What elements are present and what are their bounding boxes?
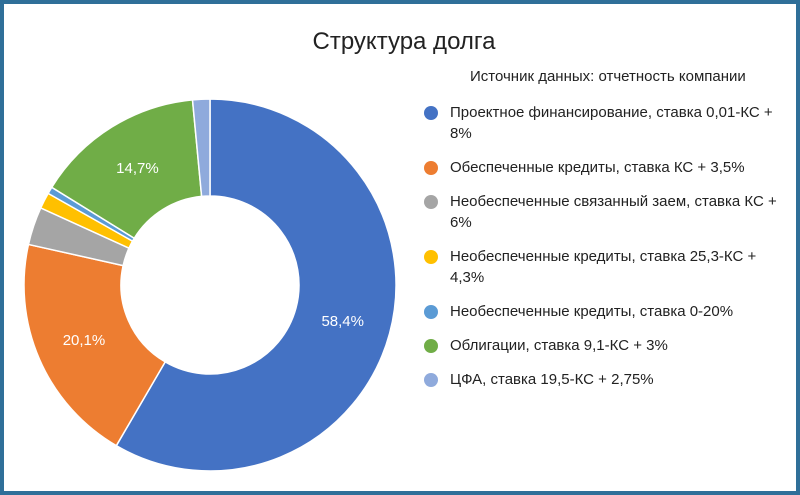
legend-marker-icon xyxy=(424,106,438,120)
legend-label: Необеспеченные кредиты, ставка 0-20% xyxy=(450,303,734,320)
legend-item-5: Необеспеченные кредиты, ставка 0-20% xyxy=(424,301,786,322)
legend-label: Обеспеченные кредиты, ставка КС + 3,5% xyxy=(450,159,745,176)
legend-label: Необеспеченные связанный заем, ставка КС… xyxy=(450,193,777,231)
donut-slice-2 xyxy=(23,243,167,447)
legend-item-4: Необеспеченные кредиты, ставка 25,3-КС +… xyxy=(424,246,786,288)
slice-data-label-2: 20,1% xyxy=(63,332,106,349)
slice-data-label-6: 14,7% xyxy=(116,160,159,177)
legend-marker-icon xyxy=(424,161,438,175)
legend-label: ЦФА, ставка 19,5-КС + 2,75% xyxy=(450,371,654,388)
legend-item-3: Необеспеченные связанный заем, ставка КС… xyxy=(424,191,786,233)
donut-slice-1 xyxy=(115,98,397,472)
donut-slice-6 xyxy=(50,99,203,240)
legend-marker-icon xyxy=(424,195,438,209)
legend-marker-icon xyxy=(424,373,438,387)
legend-marker-icon xyxy=(424,305,438,319)
chart-title: Структура долга xyxy=(312,28,496,55)
legend-label: Необеспеченные кредиты, ставка 25,3-КС +… xyxy=(450,248,757,286)
legend-item-1: Проектное финансирование, ставка 0,01-КС… xyxy=(424,102,786,144)
chart-subtitle: Источник данных: отчетность компании xyxy=(470,68,746,85)
legend-item-7: ЦФА, ставка 19,5-КС + 2,75% xyxy=(424,369,786,390)
donut-slice-7 xyxy=(191,98,211,198)
legend-marker-icon xyxy=(424,250,438,264)
legend-label: Облигации, ставка 9,1-КС + 3% xyxy=(450,337,668,354)
slice-data-label-1: 58,4% xyxy=(321,313,364,330)
legend-item-2: Обеспеченные кредиты, ставка КС + 3,5% xyxy=(424,157,786,178)
legend-marker-icon xyxy=(424,339,438,353)
legend-item-6: Облигации, ставка 9,1-КС + 3% xyxy=(424,335,786,356)
legend-label: Проектное финансирование, ставка 0,01-КС… xyxy=(450,104,773,142)
chart-legend: Проектное финансирование, ставка 0,01-КС… xyxy=(424,102,786,403)
